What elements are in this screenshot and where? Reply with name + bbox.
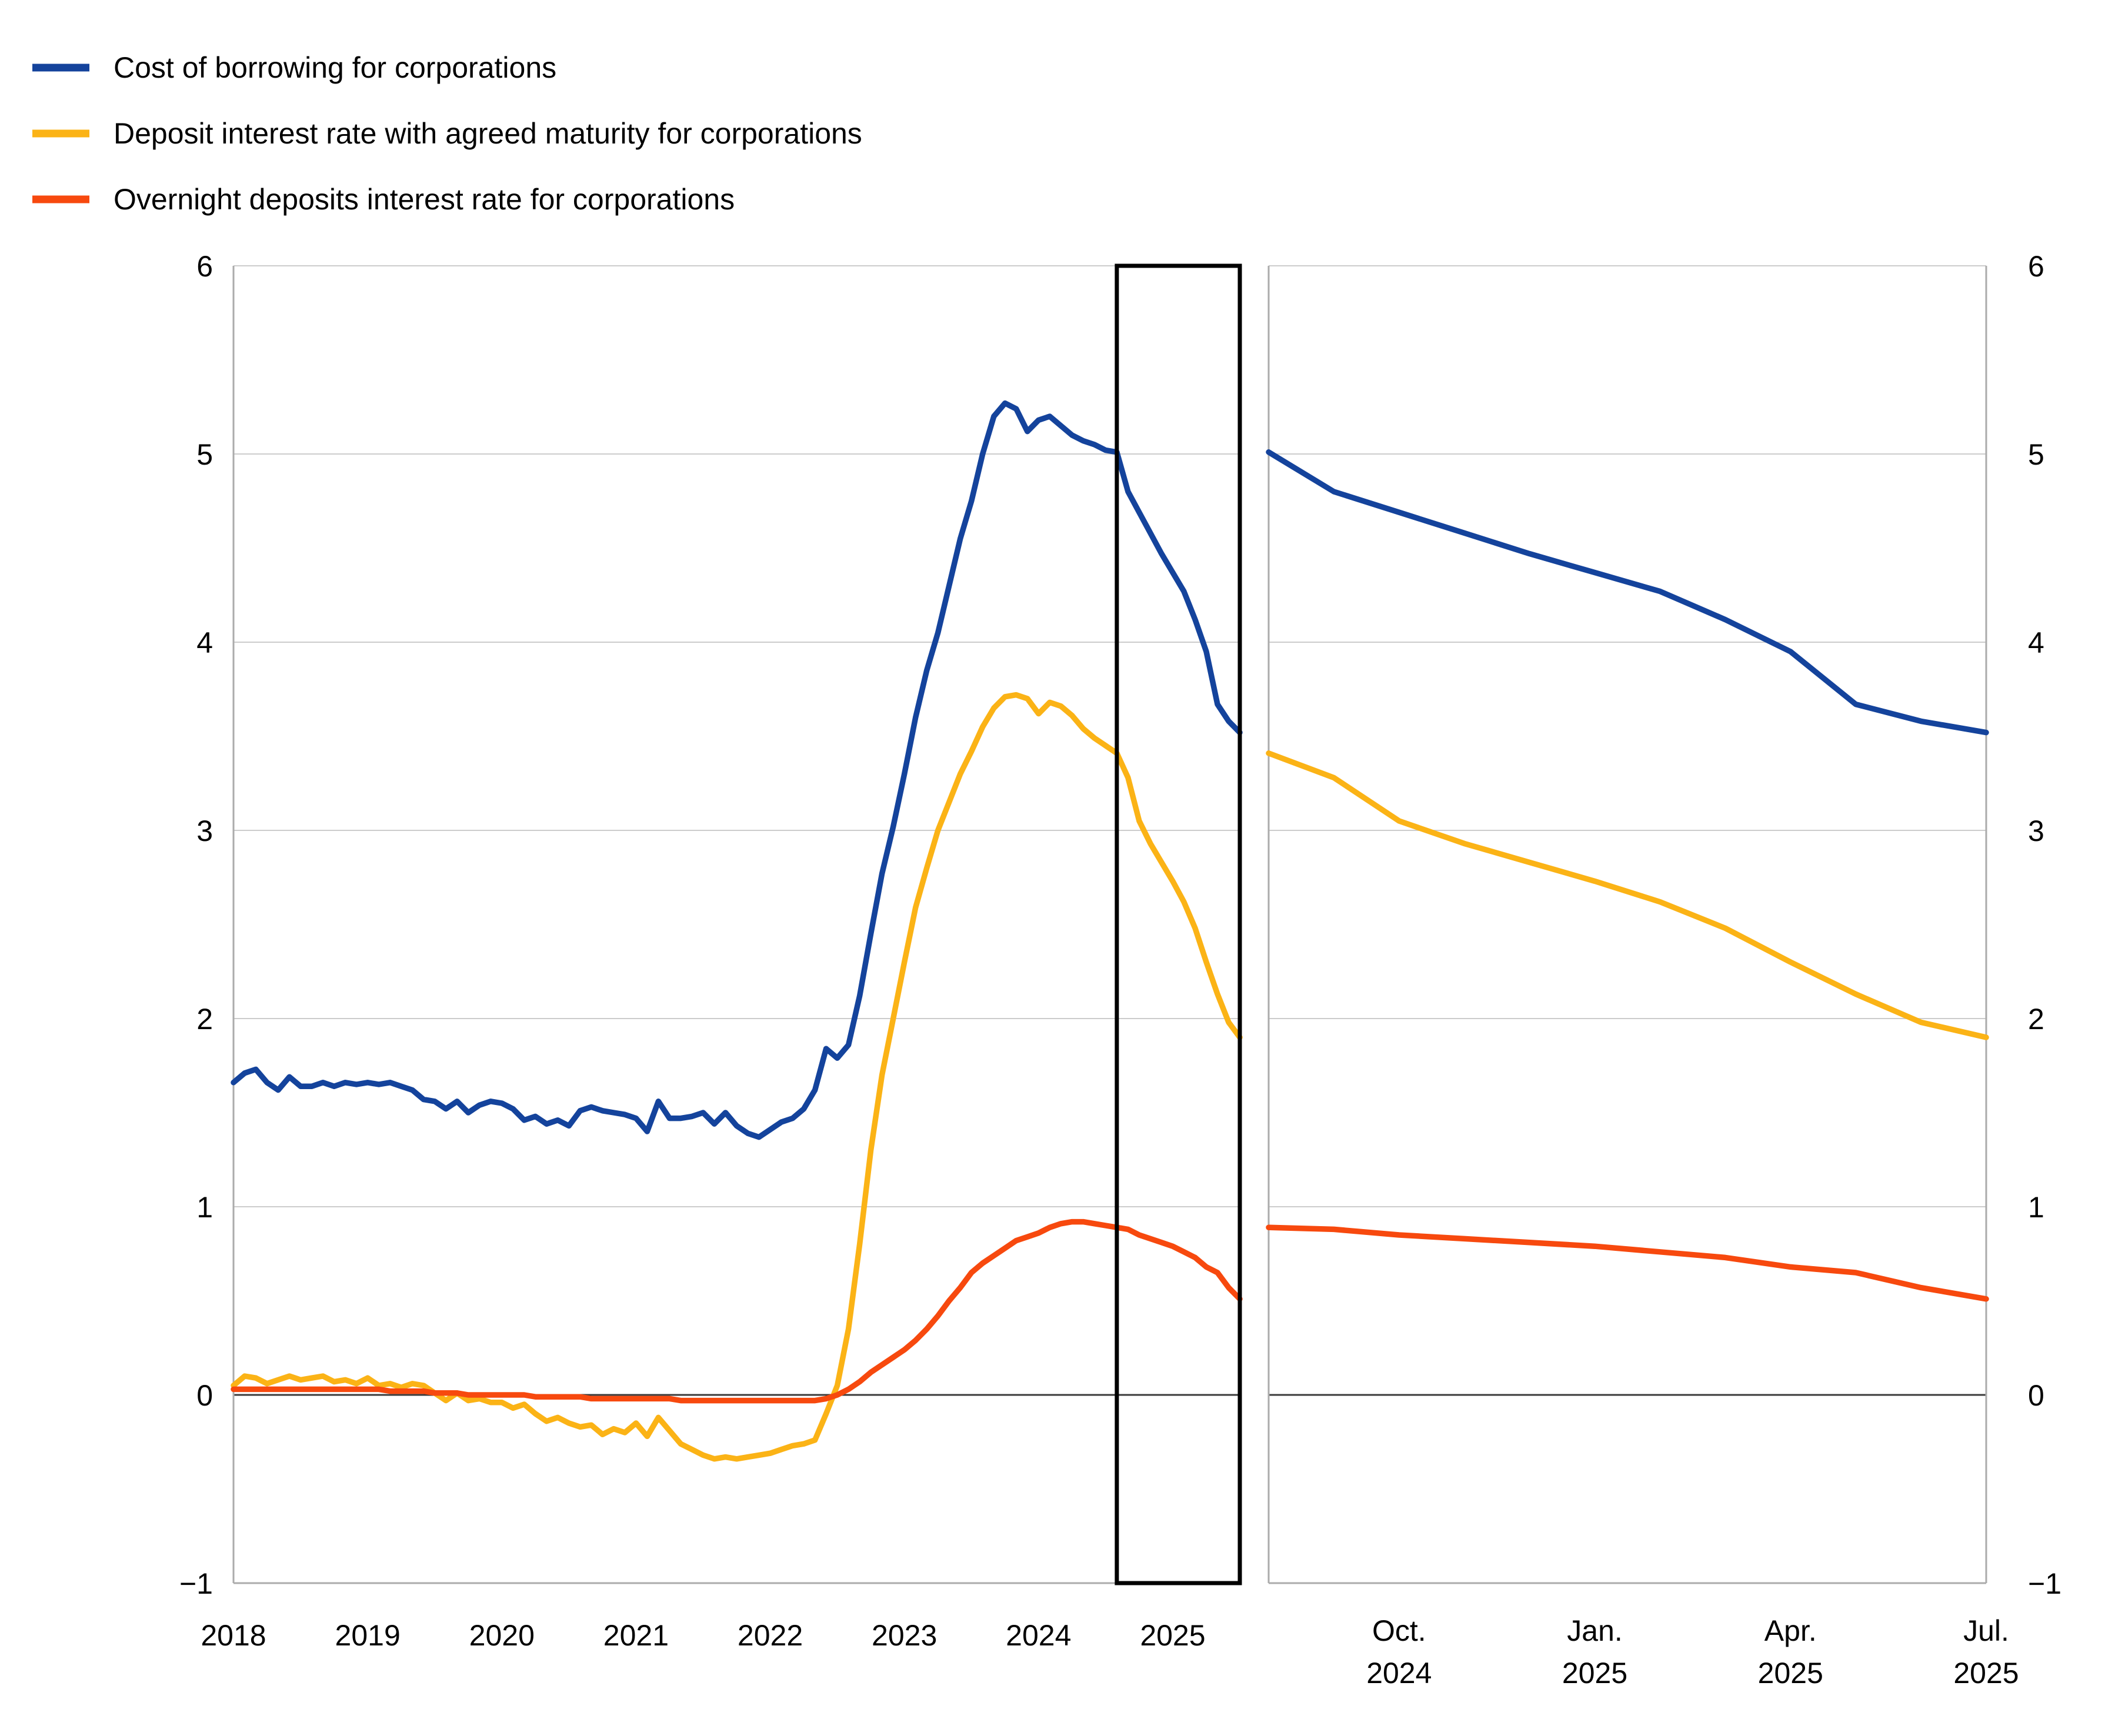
x-axis-label-month-year: 2025 xyxy=(1758,1657,1823,1690)
highlight-layer xyxy=(1115,263,1242,1585)
series-line-cost-of-borrowing xyxy=(231,400,1243,1140)
x-axis-label-month: Jul. xyxy=(1963,1614,2009,1647)
legend-label-overnight-deposits: Overnight deposits interest rate for cor… xyxy=(114,183,735,216)
series-line-overnight-deposits xyxy=(231,1218,1243,1404)
x-axis-label-month-year: 2024 xyxy=(1366,1657,1432,1690)
series-line-overnight-deposits xyxy=(1266,1224,1989,1302)
x-axis-label-year: 2020 xyxy=(469,1619,535,1652)
y-axis-label-right: 3 xyxy=(2028,814,2044,847)
x-axis-label-month-year: 2025 xyxy=(1953,1657,2019,1690)
x-axis-label-year: 2018 xyxy=(201,1619,266,1652)
y-axis-label-left: 0 xyxy=(196,1379,213,1412)
y-axis-label-left: 3 xyxy=(196,814,213,847)
x-axis-label-year: 2025 xyxy=(1140,1619,1205,1652)
axes-layer xyxy=(232,266,1987,1584)
series-line-cost-of-borrowing xyxy=(1266,449,1989,736)
y-axis-label-left: 5 xyxy=(196,438,213,471)
x-axis-label-month-year: 2025 xyxy=(1562,1657,1627,1690)
legend: Cost of borrowing for corporations Depos… xyxy=(32,51,862,216)
y-axis-label-right: 1 xyxy=(2028,1191,2044,1224)
x-axis-label-year: 2019 xyxy=(335,1619,401,1652)
series-layer xyxy=(231,400,1989,1462)
x-axis-label-month: Oct. xyxy=(1372,1614,1426,1647)
series-line-deposit-agreed-maturity xyxy=(231,692,1243,1462)
y-axis-label-right: 4 xyxy=(2028,626,2044,659)
legend-label-deposit-agreed-maturity: Deposit interest rate with agreed maturi… xyxy=(114,117,862,150)
y-axis-label-left: −1 xyxy=(179,1567,213,1600)
y-axis-label-right: 5 xyxy=(2028,438,2044,471)
series-line-deposit-agreed-maturity xyxy=(1266,750,1989,1040)
x-axis-label-year: 2024 xyxy=(1006,1619,1071,1652)
y-axis-label-left: 4 xyxy=(196,626,213,659)
highlight-box xyxy=(1115,263,1242,1585)
x-axis-label-month: Jan. xyxy=(1567,1614,1623,1647)
y-axis-label-right: 0 xyxy=(2028,1379,2044,1412)
y-axis-label-right: 2 xyxy=(2028,1003,2044,1036)
y-axis-label-left: 1 xyxy=(196,1191,213,1224)
y-axis-label-right: 6 xyxy=(2028,250,2044,283)
axis-labels-layer: 6 6 5 5 4 4 3 3 2 2 1 1 0 0 −1 −1 2018 2019 2020 2021 2022 20… xyxy=(179,250,2061,1690)
x-axis-label-year: 2023 xyxy=(872,1619,937,1652)
legend-label-cost-of-borrowing: Cost of borrowing for corporations xyxy=(114,51,556,84)
y-axis-label-left: 2 xyxy=(196,1003,213,1036)
x-axis-label-year: 2021 xyxy=(603,1619,669,1652)
y-axis-label-right: −1 xyxy=(2028,1567,2061,1600)
x-axis-label-month: Apr. xyxy=(1764,1614,1817,1647)
y-axis-label-left: 6 xyxy=(196,250,213,283)
x-axis-label-year: 2022 xyxy=(738,1619,803,1652)
